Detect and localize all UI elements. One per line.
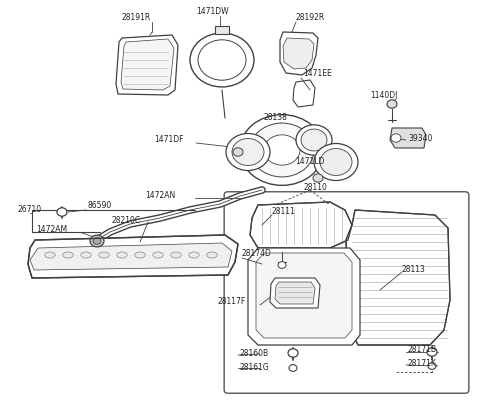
Circle shape	[232, 139, 264, 166]
Ellipse shape	[63, 252, 73, 258]
Polygon shape	[28, 235, 238, 278]
Text: 39340: 39340	[408, 133, 432, 143]
Polygon shape	[346, 210, 450, 345]
Ellipse shape	[189, 252, 199, 258]
Text: 28111: 28111	[272, 208, 296, 217]
Ellipse shape	[135, 252, 145, 258]
Circle shape	[314, 143, 358, 181]
Circle shape	[387, 100, 397, 108]
Polygon shape	[250, 202, 352, 248]
Text: 1471DF: 1471DF	[154, 135, 183, 145]
Ellipse shape	[153, 252, 163, 258]
Ellipse shape	[207, 252, 217, 258]
Circle shape	[320, 149, 352, 175]
Polygon shape	[121, 39, 174, 90]
Circle shape	[296, 125, 332, 155]
Text: 28210C: 28210C	[112, 215, 141, 225]
Circle shape	[190, 33, 254, 87]
Ellipse shape	[45, 252, 55, 258]
Text: 28161G: 28161G	[240, 364, 270, 372]
Text: 28192R: 28192R	[296, 13, 325, 23]
FancyBboxPatch shape	[224, 192, 469, 393]
Polygon shape	[116, 35, 178, 95]
Ellipse shape	[99, 252, 109, 258]
Circle shape	[240, 115, 324, 185]
Polygon shape	[390, 128, 426, 148]
Polygon shape	[256, 253, 352, 338]
Text: 1471LD: 1471LD	[295, 158, 324, 166]
Text: 28171B: 28171B	[408, 345, 437, 354]
Text: 1471DW: 1471DW	[196, 8, 228, 17]
Text: 26710: 26710	[18, 206, 42, 215]
Circle shape	[289, 365, 297, 371]
Circle shape	[313, 174, 323, 182]
Text: 86590: 86590	[88, 202, 112, 210]
Polygon shape	[283, 38, 314, 69]
Text: 28113: 28113	[402, 265, 426, 274]
Polygon shape	[248, 248, 360, 345]
Circle shape	[427, 348, 437, 356]
Circle shape	[93, 238, 101, 244]
Circle shape	[264, 135, 300, 165]
Polygon shape	[30, 243, 232, 270]
Text: 28174D: 28174D	[242, 250, 272, 259]
Ellipse shape	[171, 252, 181, 258]
Circle shape	[226, 133, 270, 170]
Circle shape	[198, 40, 246, 80]
Text: 28138: 28138	[264, 114, 288, 122]
Text: 1472AM: 1472AM	[36, 225, 67, 234]
Ellipse shape	[117, 252, 127, 258]
Circle shape	[278, 262, 286, 268]
Polygon shape	[270, 278, 320, 308]
Text: 28110: 28110	[303, 183, 327, 192]
Text: 28117F: 28117F	[218, 297, 246, 307]
Circle shape	[90, 235, 104, 247]
Text: 28191R: 28191R	[122, 13, 151, 23]
Circle shape	[301, 129, 327, 151]
Polygon shape	[293, 80, 315, 107]
Circle shape	[233, 148, 243, 156]
Ellipse shape	[81, 252, 91, 258]
Text: 28160B: 28160B	[240, 349, 269, 358]
Circle shape	[391, 134, 401, 142]
Text: 1140DJ: 1140DJ	[370, 91, 397, 101]
Polygon shape	[275, 282, 315, 304]
Circle shape	[288, 349, 298, 357]
Bar	[215, 26, 229, 34]
Circle shape	[57, 208, 67, 216]
Circle shape	[250, 123, 314, 177]
Text: 28171K: 28171K	[408, 360, 437, 368]
Circle shape	[428, 363, 436, 369]
Text: 1472AN: 1472AN	[145, 191, 175, 200]
Text: 1471EE: 1471EE	[303, 69, 332, 78]
Polygon shape	[280, 32, 318, 75]
